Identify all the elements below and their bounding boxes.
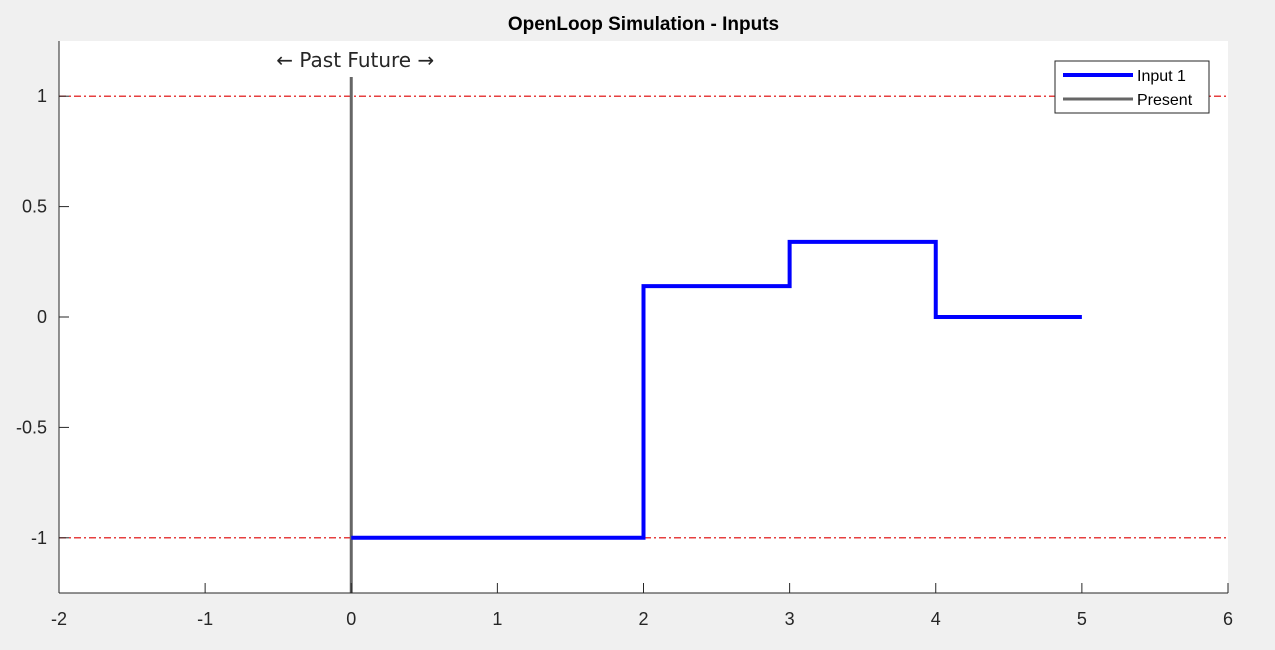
y-tick-label: 0 [37,307,47,327]
x-tick-label: 6 [1223,609,1233,629]
y-tick-label: -0.5 [16,417,47,437]
x-tick-label: 0 [346,609,356,629]
y-tick-label: 0.5 [22,197,47,217]
y-tick-label: -1 [31,528,47,548]
ticks-layer: -2 -1 0 1 2 3 4 5 6 -1 -0.5 0 0.5 1 [16,86,1233,629]
y-tick-label: 1 [37,86,47,106]
x-tick-label: -1 [197,609,213,629]
legend-box [1054,60,1210,114]
x-tick-label: 4 [931,609,941,629]
legend: Input 1 Present [1054,60,1210,114]
x-tick-label: 3 [785,609,795,629]
past-future-annotation: ← Past Future → [276,48,434,72]
x-tick-label: 1 [492,609,502,629]
legend-label-1: Present [1137,92,1193,109]
series-line-0 [351,239,1082,540]
series-layer [351,239,1082,540]
x-tick-label: 5 [1077,609,1087,629]
x-tick-label: -2 [51,609,67,629]
legend-label-0: Input 1 [1137,68,1186,85]
x-tick-label: 2 [638,609,648,629]
chart-title: OpenLoop Simulation - Inputs [508,14,779,35]
